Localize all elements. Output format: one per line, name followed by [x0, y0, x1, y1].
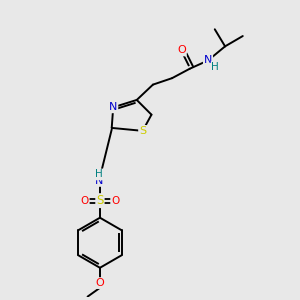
Text: N: N — [109, 102, 117, 112]
Text: O: O — [80, 196, 89, 206]
Text: S: S — [96, 194, 103, 207]
Text: H: H — [95, 169, 103, 179]
Text: O: O — [111, 196, 119, 206]
Text: O: O — [177, 46, 186, 56]
Text: N: N — [204, 56, 212, 65]
Text: S: S — [139, 126, 146, 136]
Text: N: N — [95, 176, 103, 186]
Text: O: O — [96, 278, 104, 288]
Text: H: H — [212, 62, 219, 72]
